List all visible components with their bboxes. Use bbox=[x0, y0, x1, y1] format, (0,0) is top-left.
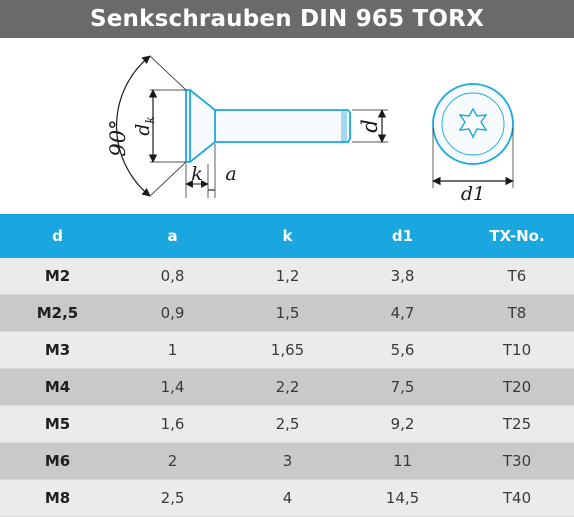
cell-size: M3 bbox=[0, 331, 115, 369]
cell-size: M4 bbox=[0, 368, 115, 406]
cell-tx: T10 bbox=[460, 331, 574, 369]
d-label: d bbox=[358, 119, 382, 132]
cell-k: 2,2 bbox=[230, 368, 345, 406]
cell-k: 1,2 bbox=[230, 258, 345, 295]
dk-label: dk bbox=[132, 116, 157, 135]
a-label: a bbox=[225, 163, 236, 185]
cell-a: 0,9 bbox=[115, 294, 230, 332]
cell-d1: 5,6 bbox=[345, 331, 460, 369]
cell-d1: 9,2 bbox=[345, 405, 460, 443]
technical-drawing: 90° dk k a d d1 bbox=[106, 55, 514, 205]
header-k: k bbox=[230, 214, 345, 258]
cell-size: M8 bbox=[0, 479, 115, 517]
cell-a: 0,8 bbox=[115, 258, 230, 295]
cell-d1: 11 bbox=[345, 442, 460, 480]
cell-a: 2 bbox=[115, 442, 230, 480]
cell-a: 1 bbox=[115, 331, 230, 369]
k-label: k bbox=[191, 163, 203, 185]
torx-icon bbox=[458, 107, 488, 139]
cell-tx: T20 bbox=[460, 368, 574, 406]
table-row: M8 2,5 4 14,5 T40 bbox=[0, 479, 574, 517]
cell-tx: T25 bbox=[460, 405, 574, 443]
cell-size: M6 bbox=[0, 442, 115, 480]
table-row: M5 1,6 2,5 9,2 T25 bbox=[0, 405, 574, 443]
cell-tx: T30 bbox=[460, 442, 574, 480]
header-d1: d1 bbox=[345, 214, 460, 258]
cell-d1: 7,5 bbox=[345, 368, 460, 406]
cell-size: M5 bbox=[0, 405, 115, 443]
page-title: Senkschrauben DIN 965 TORX bbox=[89, 6, 485, 32]
cell-size: M2 bbox=[0, 258, 115, 295]
screw-top-view bbox=[432, 83, 514, 165]
cell-k: 3 bbox=[230, 442, 345, 480]
angle-label: 90° bbox=[106, 119, 130, 156]
cell-k: 1,5 bbox=[230, 294, 345, 332]
cell-k: 4 bbox=[230, 479, 345, 517]
cell-a: 1,6 bbox=[115, 405, 230, 443]
header-tx-no: TX-No. bbox=[460, 214, 574, 258]
table-row: M2,5 0,9 1,5 4,7 T8 bbox=[0, 294, 574, 332]
cell-d1: 14,5 bbox=[345, 479, 460, 517]
header-d: d bbox=[0, 214, 115, 258]
cell-d1: 3,8 bbox=[345, 258, 460, 295]
table-row: M6 2 3 11 T30 bbox=[0, 442, 574, 480]
table-row: M3 1 1,65 5,6 T10 bbox=[0, 331, 574, 369]
cell-d1: 4,7 bbox=[345, 294, 460, 332]
title-bar bbox=[0, 0, 574, 38]
cell-a: 1,4 bbox=[115, 368, 230, 406]
cell-tx: T8 bbox=[460, 294, 574, 332]
table-row: M4 1,4 2,2 7,5 T20 bbox=[0, 368, 574, 406]
cell-size: M2,5 bbox=[0, 294, 115, 332]
table-row: M2 0,8 1,2 3,8 T6 bbox=[0, 258, 574, 295]
header-a: a bbox=[115, 214, 230, 258]
cell-k: 2,5 bbox=[230, 405, 345, 443]
cell-k: 1,65 bbox=[230, 331, 345, 369]
table-header-row: d a k d1 TX-No. bbox=[0, 214, 574, 258]
d1-label: d1 bbox=[461, 183, 485, 205]
cell-tx: T6 bbox=[460, 258, 574, 295]
cell-tx: T40 bbox=[460, 479, 574, 517]
cell-a: 2,5 bbox=[115, 479, 230, 517]
screw-side-view bbox=[185, 89, 351, 163]
dimension-table: d a k d1 TX-No. M2 0,8 1,2 3,8 T6 M2,5 0… bbox=[0, 214, 574, 517]
